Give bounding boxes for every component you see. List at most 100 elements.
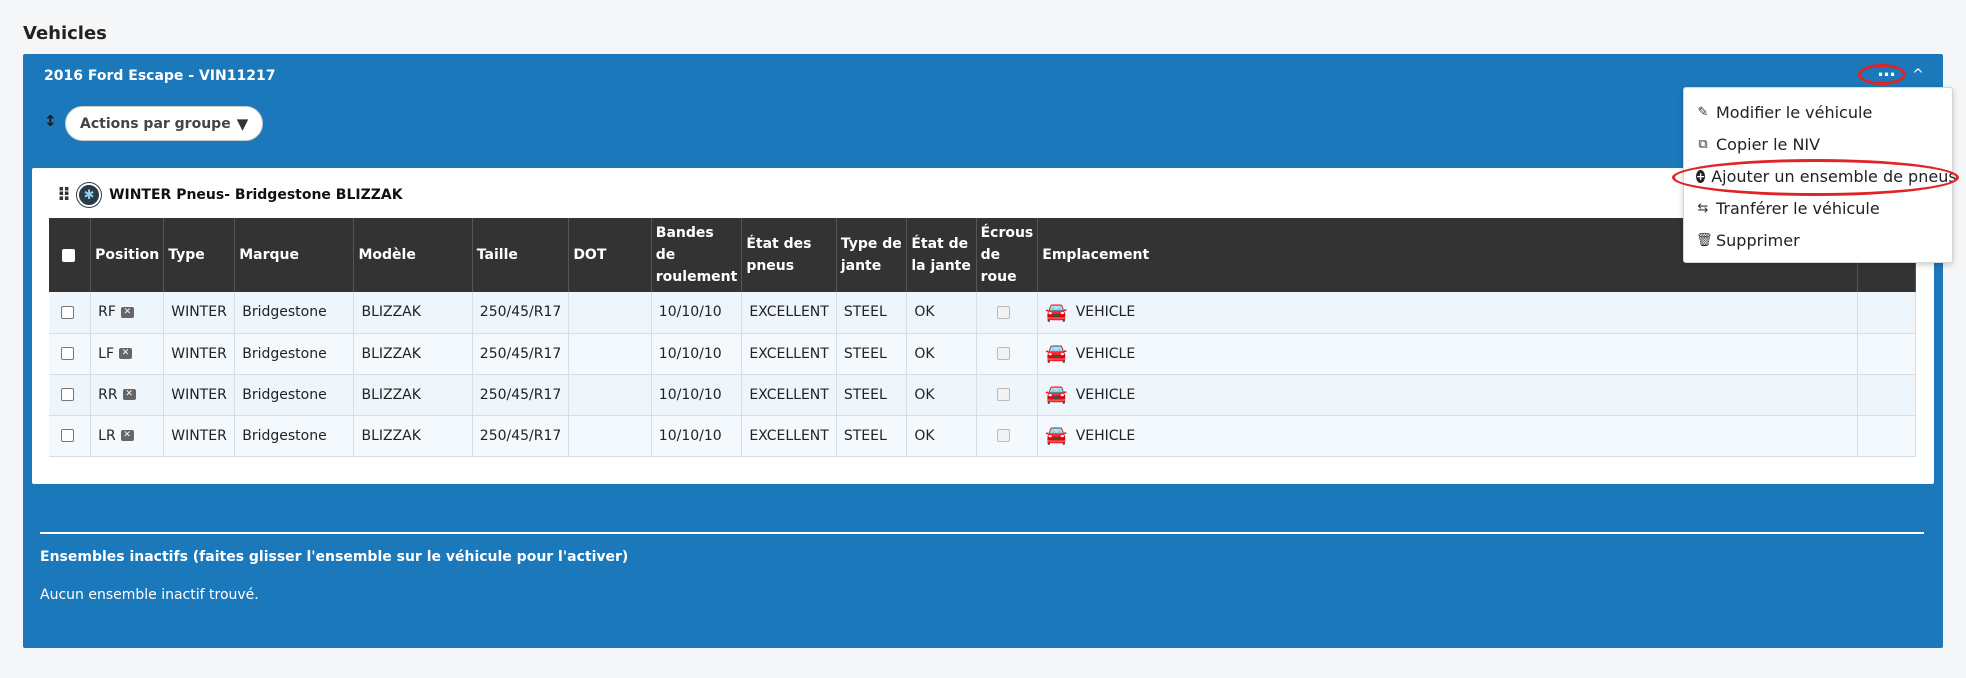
lug-nuts-checkbox — [996, 429, 1010, 442]
lug-nuts-checkbox — [996, 388, 1010, 401]
tread-cell: 10/10/10 — [651, 415, 743, 457]
type-cell: WINTER — [163, 415, 236, 457]
remove-tire-icon[interactable]: ✕ — [120, 306, 134, 318]
column-header-rim-type[interactable]: Type de jante — [836, 218, 908, 292]
dot-cell — [568, 292, 652, 334]
column-header-dot[interactable]: DOT — [568, 218, 652, 292]
row-checkbox[interactable] — [61, 429, 74, 442]
transfer-icon: ⇆ — [1697, 200, 1709, 216]
location-cell: VEHICLE — [1075, 427, 1136, 444]
menu-item-label: Copier le NIV — [1716, 134, 1821, 154]
rim-condition-cell: OK — [906, 415, 977, 457]
model-cell: BLIZZAK — [353, 292, 473, 334]
row-checkbox[interactable] — [61, 388, 74, 401]
menu-item-copy-vin[interactable]: ⧉ Copier le NIV — [1684, 128, 1952, 160]
position-cell: RR — [98, 386, 118, 403]
vehicle-title: 2016 Ford Escape - VIN11217 — [44, 68, 276, 84]
column-header-type[interactable]: Type — [163, 218, 236, 292]
collapse-button[interactable]: ^ — [1907, 64, 1929, 86]
rim-condition-cell: OK — [906, 292, 977, 334]
menu-item-label: Tranférer le véhicule — [1716, 198, 1880, 218]
drag-handle-icon[interactable]: ⠿ — [57, 184, 71, 206]
rim-type-cell: STEEL — [836, 415, 908, 457]
extra-cell — [1857, 415, 1917, 457]
dot-cell — [568, 374, 652, 416]
extra-cell — [1857, 374, 1917, 416]
model-cell: BLIZZAK — [353, 333, 473, 375]
inactive-sets-title: Ensembles inactifs (faites glisser l'ens… — [40, 549, 629, 565]
column-header-rim-condition[interactable]: État de la jante — [906, 218, 977, 292]
tire-set-header: ⠿ ✱ WINTER Pneus- Bridgestone BLIZZAK — [57, 182, 403, 208]
group-actions-dropdown[interactable]: Actions par groupe ▼ — [65, 106, 264, 141]
rim-type-cell: STEEL — [836, 374, 908, 416]
pencil-icon: ✎ — [1697, 104, 1709, 120]
location-cell: VEHICLE — [1075, 345, 1136, 362]
menu-item-label: Supprimer — [1716, 230, 1800, 250]
type-cell: WINTER — [163, 333, 236, 375]
select-all-checkbox[interactable] — [62, 248, 75, 262]
menu-item-delete[interactable]: 🗑 Supprimer — [1684, 224, 1952, 256]
tire-condition-cell: EXCELLENT — [741, 415, 837, 457]
car-icon: 🚘 — [1045, 301, 1068, 323]
tire-set-card: ⠿ ✱ WINTER Pneus- Bridgestone BLIZZAK Po… — [32, 168, 1934, 484]
snowflake-tire-icon: ✱ — [77, 183, 102, 207]
tire-condition-cell: EXCELLENT — [741, 292, 837, 334]
tread-cell: 10/10/10 — [651, 292, 743, 334]
vehicle-options-menu: ✎ Modifier le véhicule ⧉ Copier le NIV +… — [1683, 87, 1957, 263]
more-options-button[interactable]: … — [1863, 60, 1911, 86]
menu-item-add-tire-set[interactable]: + Ajouter un ensemble de pneus — [1684, 160, 1957, 192]
tires-table: Position Type Marque Modèle Taille DOT B… — [49, 218, 1917, 457]
chevron-up-icon: ^ — [1912, 67, 1924, 83]
table-row: LF ✕ WINTER Bridgestone BLIZZAK 250/45/R1… — [49, 333, 1917, 375]
column-header-tread[interactable]: Bandes de roulement — [651, 218, 743, 292]
column-header-lug-nuts[interactable]: Écrous de roue — [976, 218, 1039, 292]
position-cell: LR — [98, 427, 116, 444]
rim-type-cell: STEEL — [836, 292, 908, 334]
plus-circle-icon: + — [1696, 169, 1706, 183]
model-cell: BLIZZAK — [353, 374, 473, 416]
column-header-size[interactable]: Taille — [472, 218, 570, 292]
row-checkbox[interactable] — [61, 347, 74, 360]
menu-item-label: Ajouter un ensemble de pneus — [1711, 166, 1957, 186]
remove-tire-icon[interactable]: ✕ — [119, 348, 132, 359]
car-icon: 🚘 — [1045, 343, 1068, 364]
row-checkbox[interactable] — [61, 305, 74, 319]
brand-cell: Bridgestone — [234, 374, 355, 416]
menu-item-label: Modifier le véhicule — [1716, 102, 1873, 122]
menu-item-transfer-vehicle[interactable]: ⇆ Tranférer le véhicule — [1684, 192, 1952, 224]
column-header-brand[interactable]: Marque — [234, 218, 355, 292]
dot-cell — [568, 333, 652, 375]
ellipsis-icon: … — [1877, 59, 1897, 81]
size-cell: 250/45/R17 — [472, 292, 570, 334]
remove-tire-icon[interactable]: ✕ — [120, 430, 134, 441]
brand-cell: Bridgestone — [234, 292, 355, 334]
rim-type-cell: STEEL — [836, 333, 908, 375]
position-cell: RF — [98, 304, 116, 321]
trash-icon: 🗑 — [1696, 232, 1713, 248]
model-cell: BLIZZAK — [353, 415, 473, 457]
column-header-tire-condition[interactable]: État des pneus — [741, 218, 837, 292]
location-cell: VEHICLE — [1075, 386, 1136, 403]
section-title: Vehicles — [23, 23, 107, 44]
tire-condition-cell: EXCELLENT — [741, 333, 837, 375]
table-row: LR ✕ WINTER Bridgestone BLIZZAK 250/45/R1… — [49, 415, 1917, 457]
caret-down-icon: ▼ — [236, 114, 249, 133]
brand-cell: Bridgestone — [234, 415, 355, 457]
extra-cell — [1857, 292, 1917, 334]
column-header-position[interactable]: Position — [90, 218, 165, 292]
type-cell: WINTER — [163, 374, 236, 416]
menu-item-edit-vehicle[interactable]: ✎ Modifier le véhicule — [1684, 96, 1952, 128]
lug-nuts-checkbox — [996, 347, 1010, 360]
tire-set-title: WINTER Pneus- Bridgestone BLIZZAK — [109, 187, 403, 203]
size-cell: 250/45/R17 — [472, 374, 570, 416]
tire-condition-cell: EXCELLENT — [741, 374, 837, 416]
column-header-model[interactable]: Modèle — [353, 218, 473, 292]
sort-icon[interactable]: ↕ — [44, 112, 57, 130]
section-divider — [40, 532, 1924, 534]
tread-cell: 10/10/10 — [651, 374, 743, 416]
inactive-sets-empty-text: Aucun ensemble inactif trouvé. — [40, 587, 259, 603]
remove-tire-icon[interactable]: ✕ — [122, 389, 136, 400]
rim-condition-cell: OK — [906, 333, 977, 375]
position-cell: LF — [98, 345, 114, 362]
table-row: RF ✕ WINTER Bridgestone BLIZZAK 250/45/R1… — [49, 292, 1917, 334]
